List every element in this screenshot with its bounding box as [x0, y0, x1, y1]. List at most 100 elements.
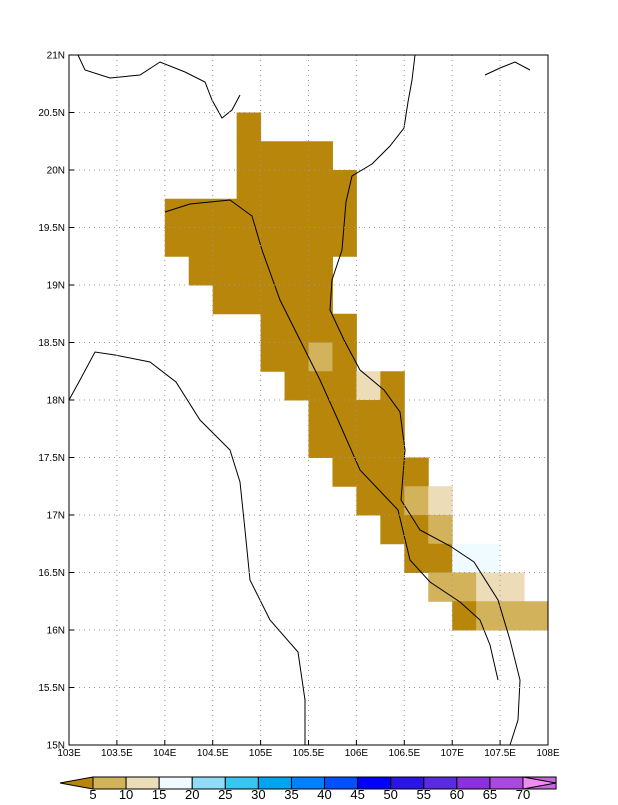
- colorbar-arrow: [522, 776, 557, 790]
- grid-cell: [428, 543, 453, 573]
- grid-cell: [476, 601, 501, 631]
- grid-cell: [404, 457, 429, 487]
- grid-cell: [236, 285, 262, 315]
- colorbar-label: 20: [185, 787, 199, 800]
- grid-cell: [188, 227, 214, 257]
- grid-cell: [428, 486, 453, 516]
- y-tick-label: 17N: [47, 511, 65, 522]
- y-tick-label: 15N: [47, 741, 65, 752]
- grid-cell: [308, 170, 333, 200]
- grid-cell: [284, 256, 309, 286]
- colorbar-label: 35: [284, 787, 298, 800]
- grid-cell: [500, 601, 525, 631]
- grid-cell: [236, 256, 262, 286]
- y-tick-label: 16.5N: [38, 568, 65, 579]
- grid-cell: [260, 285, 286, 315]
- colorbar-label: 60: [450, 787, 464, 800]
- colorbar-label: 25: [218, 787, 232, 800]
- grid-cell: [356, 486, 381, 516]
- x-tick-label: 105.5E: [293, 748, 325, 759]
- grid-cell: [332, 457, 357, 487]
- grid-cell: [308, 285, 333, 315]
- cells: [164, 112, 549, 631]
- grid-cell: [164, 198, 190, 228]
- x-tick-label: 104.5E: [197, 748, 229, 759]
- grid-cell: [332, 227, 357, 257]
- grid-cell: [308, 371, 333, 401]
- grid-cell: [380, 400, 405, 430]
- colorbar-label: 5: [89, 787, 96, 800]
- y-tick-label: 17.5N: [38, 453, 65, 464]
- grid-cell: [452, 572, 477, 602]
- grid-cell: [404, 515, 429, 545]
- y-tick-label: 18N: [47, 396, 65, 407]
- grid-cell: [188, 256, 214, 286]
- x-tick-label: 104E: [153, 748, 177, 759]
- grid-cell: [476, 572, 501, 602]
- grid-cell: [356, 371, 381, 401]
- grid-cell: [212, 256, 238, 286]
- border: [68, 351, 306, 745]
- grid-cell: [212, 227, 238, 257]
- coastline: [329, 54, 521, 746]
- y-tick-label: 16N: [47, 626, 65, 637]
- grid-cell: [332, 371, 357, 401]
- grid-cell: [284, 227, 309, 257]
- colorbar-arrow: [59, 776, 94, 790]
- grid-cell: [260, 198, 286, 228]
- grid-cell: [164, 227, 190, 257]
- grid-cell: [380, 486, 405, 516]
- y-tick-label: 15.5N: [38, 683, 65, 694]
- grid-cell: [308, 256, 333, 286]
- colorbar-label: 40: [317, 787, 331, 800]
- coastline: [77, 54, 241, 119]
- grid-cell: [380, 515, 405, 545]
- y-tick-label: 18.5N: [38, 338, 65, 349]
- grid-cell: [380, 457, 405, 487]
- grid-cell: [380, 371, 405, 401]
- grid-cell: [308, 428, 333, 458]
- coastlines: [68, 54, 531, 746]
- x-tick-label: 108E: [536, 748, 560, 759]
- grid-cell: [260, 227, 286, 257]
- frame: [68, 54, 549, 746]
- grid-cell: [236, 112, 262, 142]
- grid-cell: [284, 285, 309, 315]
- x-tick-label: 107E: [441, 748, 465, 759]
- grid-cell: [404, 543, 429, 573]
- x-tick-label: 106.5E: [388, 748, 420, 759]
- grid-cell: [428, 572, 453, 602]
- grid-cell: [356, 428, 381, 458]
- x-tick-label: 103E: [57, 748, 81, 759]
- y-tick-label: 20.5N: [38, 108, 65, 119]
- grid-cell: [284, 170, 309, 200]
- colorbar: 5 10 15 20 25 30 35 40 45 50 55 60 65 70: [59, 776, 557, 802]
- colorbar-label: 45: [350, 787, 364, 800]
- grid-cell: [260, 170, 286, 200]
- grid-cell: [428, 515, 453, 545]
- axes: 103E 103.5E 104E 104.5E 105E 105.5E 106E 106.5E…: [38, 51, 560, 760]
- colorbar-label: 10: [119, 787, 133, 800]
- grid-cell: [404, 486, 429, 516]
- coastline: [484, 61, 531, 76]
- border: [164, 199, 499, 681]
- y-tick-label: 21N: [47, 51, 65, 62]
- grid-cell: [212, 198, 238, 228]
- grid-cell: [260, 342, 286, 372]
- y-tick-label: 20N: [47, 166, 65, 177]
- colorbar-label: 55: [417, 787, 431, 800]
- grid-cell: [380, 428, 405, 458]
- grid-cell: [236, 170, 262, 200]
- grid-cell: [332, 170, 357, 200]
- grid-cell: [212, 285, 238, 315]
- colorbar-label: 50: [383, 787, 397, 800]
- grid-cell: [260, 141, 286, 171]
- grid-cell: [236, 227, 262, 257]
- grid-cell: [356, 457, 381, 487]
- grid-cell: [356, 400, 381, 430]
- grid-cell: [284, 141, 309, 171]
- y-tick-label: 19.5N: [38, 223, 65, 234]
- grid-cell: [308, 198, 333, 228]
